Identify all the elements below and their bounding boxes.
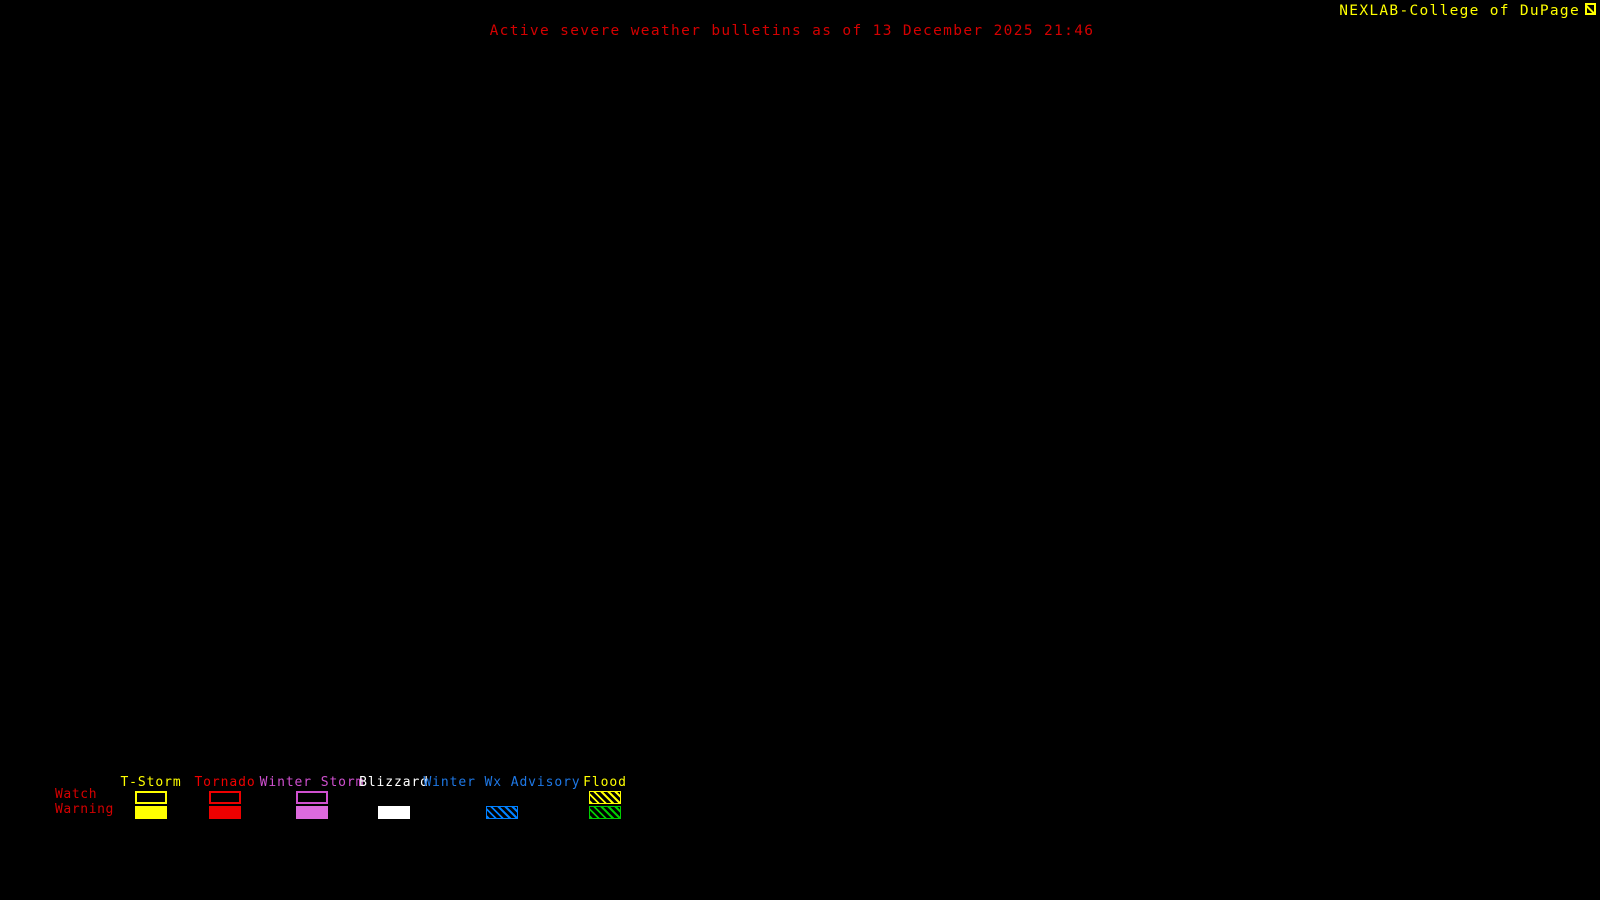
legend-swatch-warning bbox=[378, 806, 410, 819]
legend-column-blizzard: Blizzard bbox=[359, 776, 428, 824]
legend-column-flood: Flood bbox=[583, 776, 627, 824]
brand-label: NEXLAB-College of DuPage bbox=[1339, 3, 1580, 19]
legend-column-tornado: Tornado bbox=[194, 776, 255, 824]
legend-row-label-watch: Watch bbox=[55, 787, 98, 802]
legend-column-label: Blizzard bbox=[359, 775, 429, 790]
title-bar: Active severe weather bulletins as of 13… bbox=[0, 20, 1600, 39]
legend-column-label: T-Storm bbox=[120, 775, 182, 790]
legend-swatch-warning bbox=[296, 806, 328, 819]
page-title: Active severe weather bulletins as of 13… bbox=[489, 23, 1095, 39]
legend-swatch-warning bbox=[486, 806, 518, 819]
map-canvas[interactable] bbox=[0, 44, 1600, 774]
legend-column-label: Flood bbox=[583, 775, 627, 790]
legend-swatch-watch bbox=[589, 791, 621, 804]
legend-swatch-watch bbox=[296, 791, 328, 804]
legend-swatch-warning bbox=[589, 806, 621, 819]
legend-column-t-storm: T-Storm bbox=[120, 776, 181, 824]
legend-column-winter-wx-advisory: Winter Wx Advisory bbox=[423, 776, 580, 824]
legend-row-label-warning: Warning bbox=[55, 802, 114, 817]
brand-watermark: NEXLAB-College of DuPage bbox=[1339, 3, 1598, 19]
cod-corner-logo-icon bbox=[1585, 3, 1598, 17]
legend: Watch Warning T-Storm Tornado Winter Storm… bbox=[0, 776, 1600, 836]
legend-column-winter-storm: Winter Storm bbox=[260, 776, 363, 824]
legend-column-label: Winter Storm bbox=[259, 775, 365, 790]
legend-swatch-watch bbox=[209, 791, 241, 804]
legend-column-label: Tornado bbox=[194, 775, 256, 790]
legend-swatch-watch bbox=[135, 791, 167, 804]
legend-swatch-warning bbox=[135, 806, 167, 819]
legend-swatch-warning bbox=[209, 806, 241, 819]
legend-column-label: Winter Wx Advisory bbox=[423, 775, 581, 790]
